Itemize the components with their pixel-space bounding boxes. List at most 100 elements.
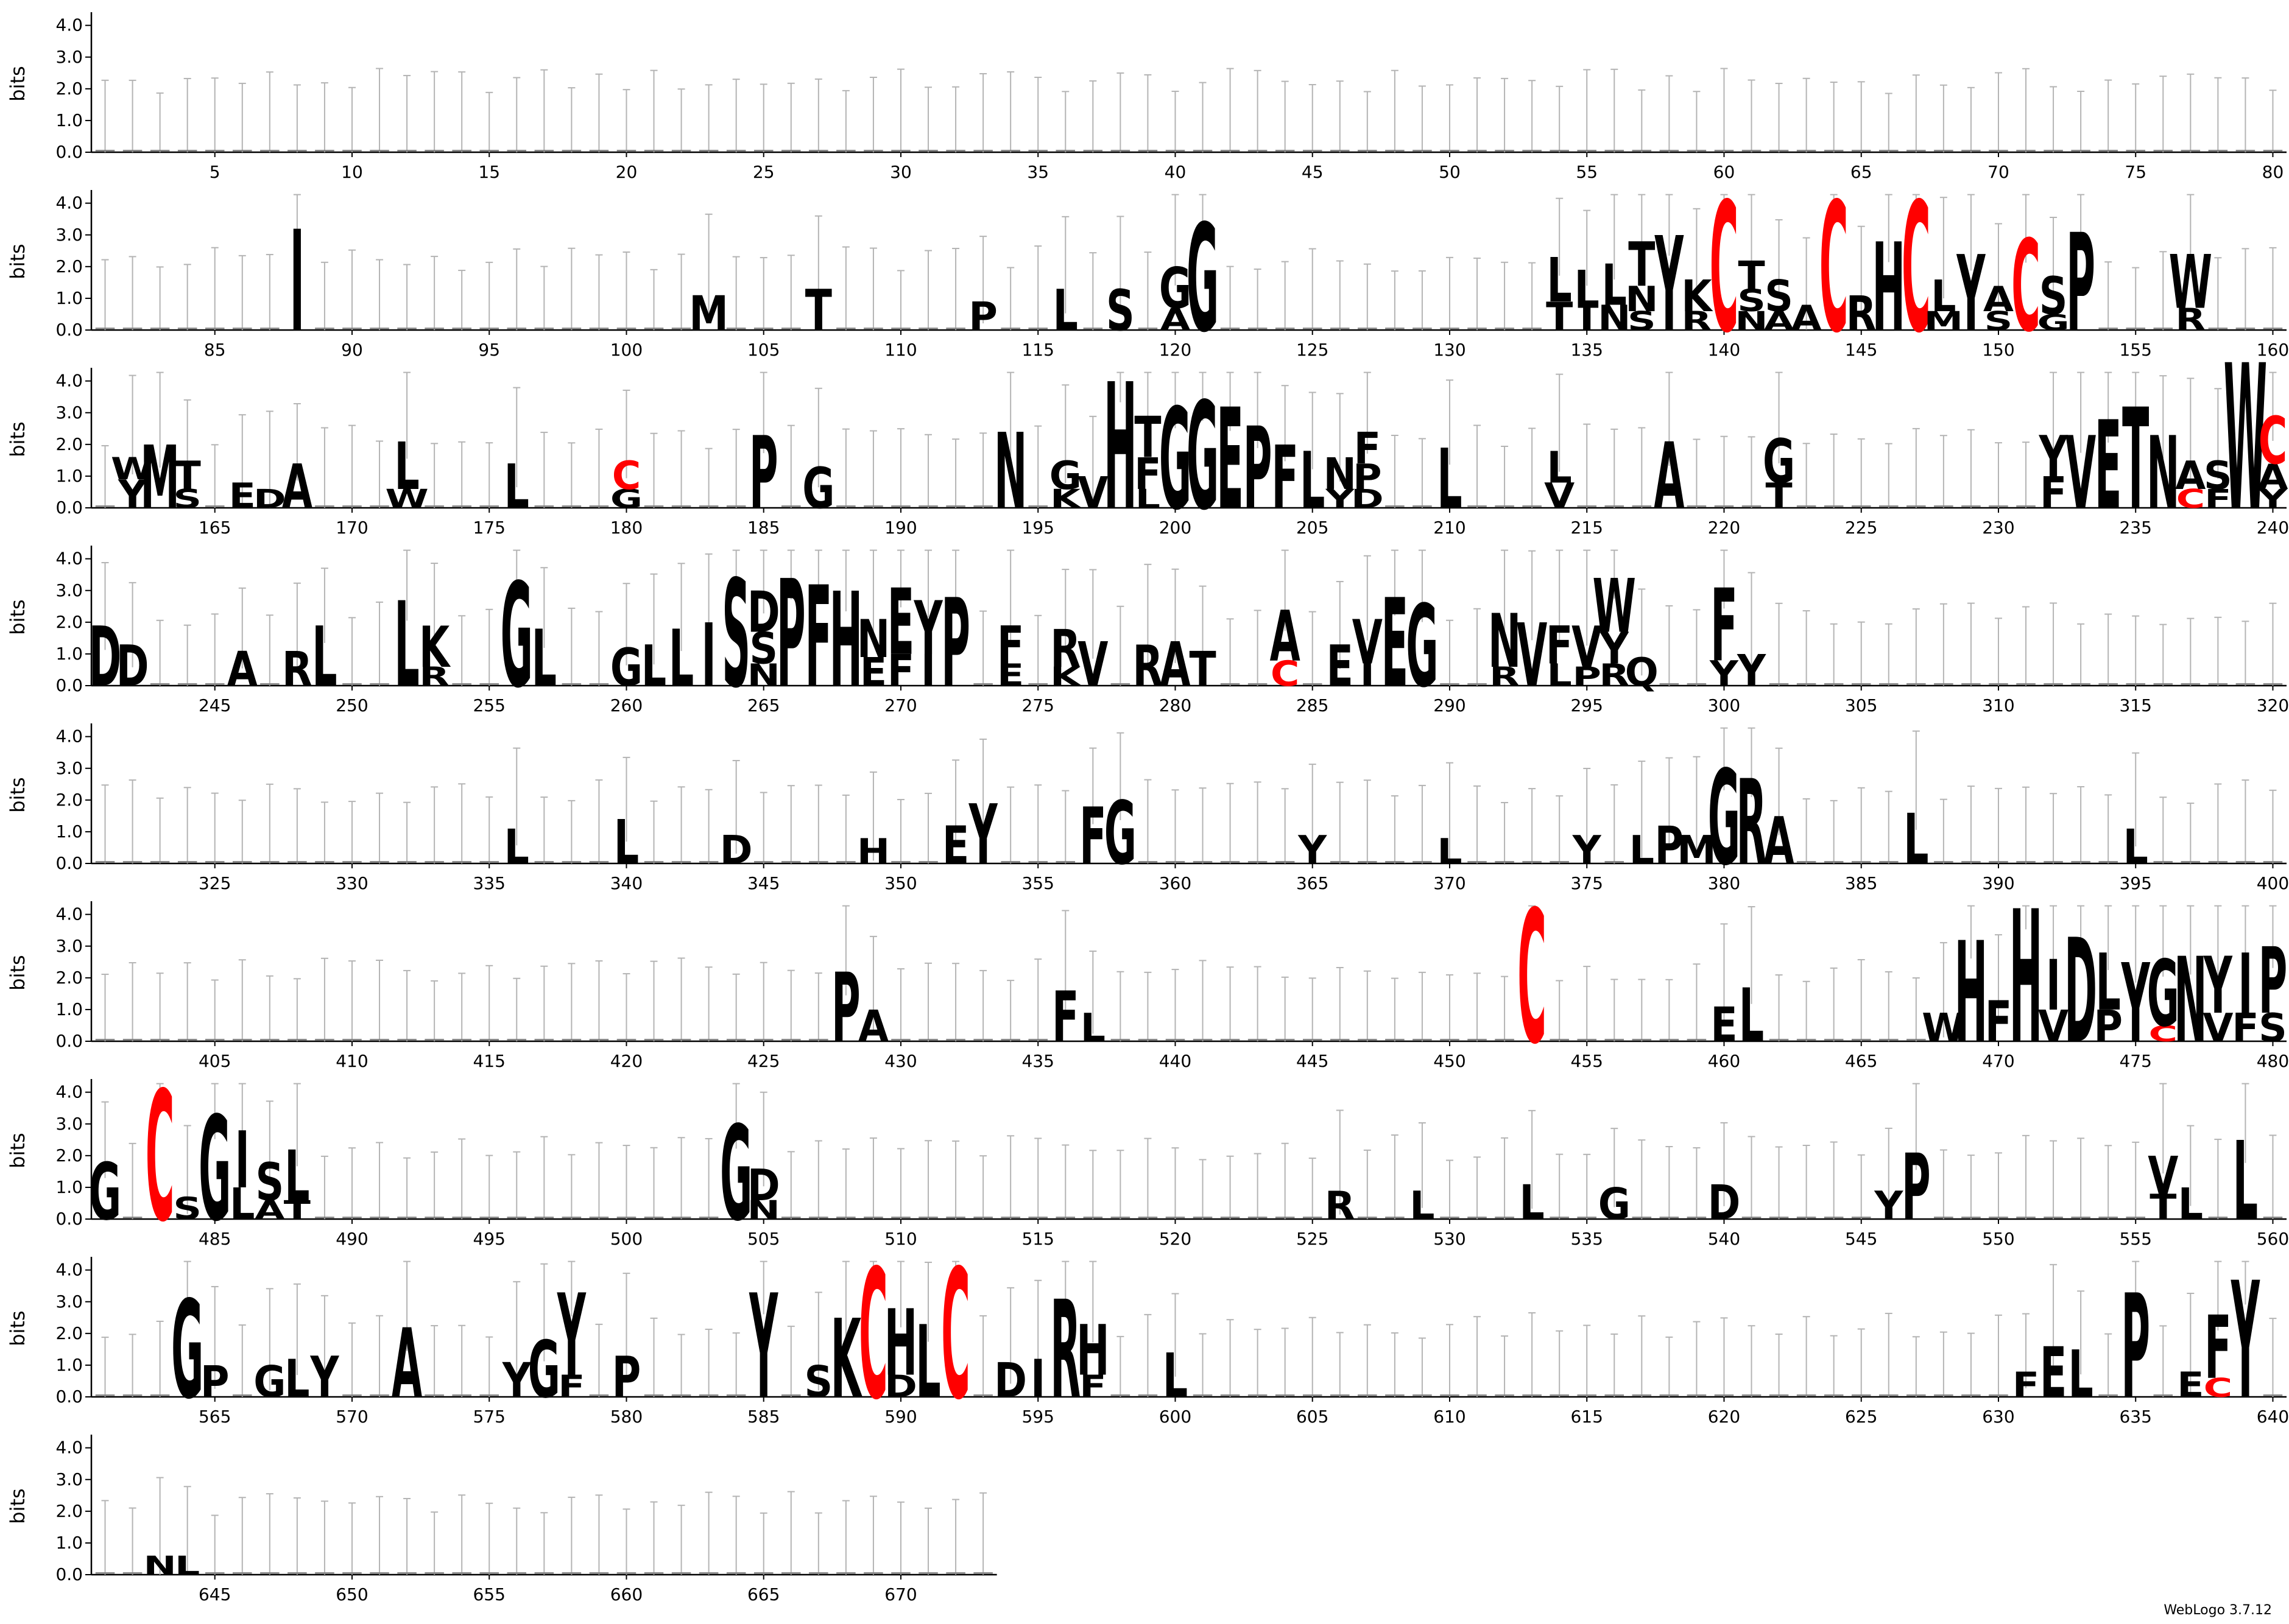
logo-letter-H: H [1076, 1310, 1109, 1391]
logo-letter-Y: Y [1572, 828, 1602, 873]
logo-letter-Y: Y [1654, 209, 1684, 361]
logo-residue [1330, 1394, 1350, 1396]
logo-letter-G: G [1598, 1179, 1631, 1230]
x-tick-label: 515 [1021, 1229, 1054, 1249]
logo-residue [1906, 683, 1926, 685]
logo-residue [616, 1572, 637, 1574]
logo-residue [1413, 1394, 1432, 1396]
logo-residue [1413, 328, 1432, 329]
logo-residue [534, 1039, 554, 1041]
logo-letter-H: H [857, 832, 890, 872]
logo-letter-T: T [1738, 253, 1765, 299]
logo-letter-Y: Y [502, 1352, 532, 1408]
logo-residue [1879, 683, 1899, 685]
logo-letter-D: D [1351, 483, 1384, 514]
logo-residue [452, 1572, 471, 1574]
logo-letter-S: S [2204, 453, 2232, 499]
logo-residue [809, 861, 828, 863]
logo-residue [507, 1572, 527, 1574]
logo-residue [1934, 150, 1953, 152]
x-tick-label: 475 [2119, 1051, 2151, 1071]
x-tick-label: 90 [341, 340, 363, 360]
logo-letter-I: I [290, 201, 305, 364]
logo-residue [753, 1572, 774, 1574]
logo-letter-A: A [227, 641, 258, 697]
y-axis-title: bits [6, 1488, 29, 1524]
y-tick-label: 4.0 [55, 549, 83, 569]
logo-residue [1577, 1394, 1596, 1396]
logo-letter-T: T [1628, 230, 1655, 300]
logo-letter-P: P [1243, 403, 1272, 535]
logo-letter-E: E [1327, 633, 1353, 699]
y-tick-label: 0.0 [55, 853, 83, 873]
logo-letter-D: D [89, 610, 122, 706]
logo-residue [2044, 683, 2063, 685]
logo-residue [1358, 150, 1377, 152]
logo-letter-C: C [146, 1053, 175, 1261]
logo-residue [95, 328, 115, 329]
logo-residue [233, 1394, 252, 1396]
x-tick-label: 400 [2257, 873, 2289, 893]
logo-residue [1550, 1394, 1569, 1396]
logo-letter-V: V [1517, 606, 1547, 707]
logo-residue [1989, 1217, 2008, 1218]
x-tick-label: 245 [199, 695, 231, 715]
logo-letter-R: R [1737, 755, 1767, 891]
x-tick-label: 670 [884, 1584, 917, 1605]
x-tick-label: 595 [1021, 1407, 1054, 1427]
logo-residue [205, 328, 225, 329]
logo-letter-D: D [2064, 909, 2097, 1075]
logo-residue [1385, 1394, 1405, 1396]
x-tick-label: 160 [2257, 340, 2289, 360]
x-tick-label: 260 [610, 695, 643, 715]
logo-residue [562, 505, 582, 507]
logo-residue [397, 861, 417, 863]
x-tick-label: 305 [1845, 695, 1877, 715]
logo-residue [1961, 1394, 1981, 1396]
logo-residue [1220, 1039, 1240, 1041]
logo-residue [1330, 1039, 1350, 1041]
logo-panel-9: 0.0 1.0 2.0 3.0 4.0 bits 645 650 655 660 665 670 NL [6, 1435, 997, 1605]
logo-residue [1495, 328, 1514, 329]
logo-residue [562, 150, 582, 152]
logo-residue [2153, 328, 2173, 329]
logo-letter-H: H [2009, 873, 2042, 1085]
logo-residue [1138, 150, 1158, 152]
y-tick-label: 4.0 [55, 193, 83, 213]
logo-residue [1165, 861, 1185, 863]
logo-residue [753, 1039, 774, 1041]
logo-residue [1413, 505, 1432, 507]
logo-letter-W: W [1922, 1005, 1965, 1051]
logo-residue [95, 1572, 115, 1574]
logo-residue [177, 861, 197, 863]
logo-residue [150, 150, 170, 152]
x-tick-label: 575 [473, 1407, 505, 1427]
logo-residue [1824, 505, 1844, 507]
y-axis-title: bits [6, 421, 29, 457]
logo-residue [370, 1217, 389, 1218]
logo-letter-T: T [174, 453, 201, 499]
logo-letter-P: P [968, 294, 997, 340]
logo-letter-T: T [1546, 294, 1573, 340]
y-tick-label: 4.0 [55, 726, 83, 747]
x-tick-label: 140 [1708, 340, 1740, 360]
logo-residue [671, 861, 691, 863]
logo-residue [233, 1572, 252, 1574]
logo-letter-G: G [1763, 426, 1795, 497]
logo-residue [1138, 861, 1158, 863]
x-tick-label: 650 [336, 1584, 368, 1605]
y-tick-label: 3.0 [55, 1292, 83, 1312]
logo-residue [1824, 1039, 1844, 1041]
logo-residue [644, 1572, 664, 1574]
logo-residue [562, 683, 582, 685]
logo-residue [342, 861, 362, 863]
logo-residue [1302, 328, 1322, 329]
logo-residue [1467, 1394, 1487, 1396]
y-tick-label: 4.0 [55, 1082, 83, 1102]
logo-residue [1247, 328, 1268, 329]
logo-residue [507, 328, 527, 329]
logo-residue [287, 861, 307, 863]
logo-residue [1851, 1217, 1871, 1218]
logo-residue [1741, 150, 1762, 152]
logo-residue [589, 1572, 609, 1574]
